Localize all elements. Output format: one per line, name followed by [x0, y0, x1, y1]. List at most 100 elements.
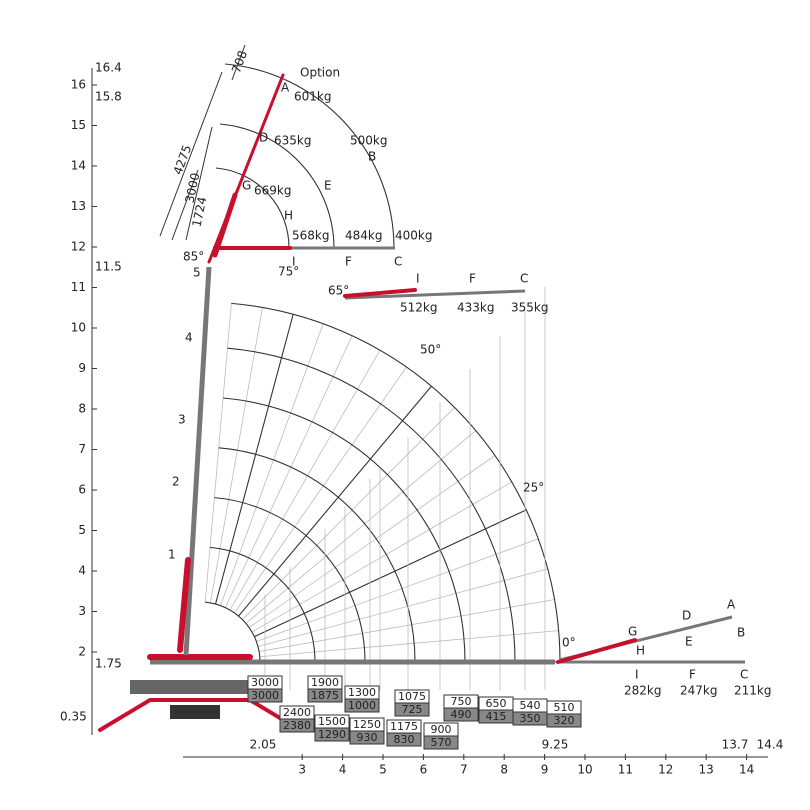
radial [245, 430, 477, 624]
section: 5 [193, 266, 201, 280]
load-top: 2400 [283, 706, 311, 719]
y-tick-label: 13 [71, 199, 86, 213]
y-tick-label: 4 [78, 564, 86, 578]
x-tick-label: 7 [460, 763, 468, 777]
angle: 0° [562, 636, 576, 650]
radial [234, 366, 407, 614]
jib-point: G [242, 179, 251, 193]
jib-point: F [689, 668, 696, 682]
radial [220, 323, 324, 606]
jib-point: B [368, 150, 376, 164]
box-bottom [394, 702, 430, 717]
x-tick-label: 4 [339, 763, 347, 777]
x-tick-label: 6 [420, 763, 428, 777]
box-bottom [443, 707, 479, 722]
x-special: 9.25 [542, 738, 569, 752]
load-bottom: 830 [394, 733, 415, 746]
section: 4 [185, 331, 193, 345]
angle: 25° [523, 481, 544, 495]
angle: 85° [183, 250, 204, 264]
x-tick-label: 9 [541, 763, 549, 777]
section: 3 [178, 413, 186, 427]
range-arc [223, 397, 466, 663]
load-top: 1075 [398, 690, 426, 703]
load-top: 1300 [348, 686, 376, 699]
box-bottom [307, 688, 343, 703]
jib-load: 601kg [294, 90, 331, 104]
jib-0-red [556, 638, 637, 664]
box-bottom [423, 735, 459, 750]
radial [204, 303, 232, 603]
range-arc [227, 347, 516, 663]
jib-load: 512kg [400, 301, 437, 315]
jib-point: F [469, 272, 476, 286]
load-bottom: 415 [486, 710, 507, 723]
box-bottom [344, 698, 380, 713]
load-top: 1500 [318, 715, 346, 728]
angle: 50° [420, 343, 441, 357]
box-bottom [349, 730, 385, 745]
dimension: 1724 [189, 196, 209, 229]
angle: 65° [328, 284, 349, 298]
jib-load: 400kg [395, 229, 432, 243]
load-top: 650 [486, 697, 507, 710]
dimension: 4275 [171, 143, 195, 176]
range-arc [209, 546, 316, 663]
jib-point: C [740, 668, 748, 682]
jib-point: C [520, 272, 528, 286]
jib-point: C [394, 255, 402, 269]
jib-point: E [324, 179, 332, 193]
jib-point: B [737, 626, 745, 640]
load-bottom: 570 [431, 736, 452, 749]
jib-point: H [284, 209, 293, 223]
load-bottom: 930 [357, 731, 378, 744]
jib-point: G [628, 625, 637, 639]
x-tick-label: 11 [618, 763, 633, 777]
jib-point: D [682, 609, 691, 623]
boom-red [177, 557, 191, 653]
x-tick-label: 13 [699, 763, 714, 777]
jib-load: 484kg [345, 229, 382, 243]
jib-load: 282kg [624, 684, 661, 698]
x-tick-label: 3 [298, 763, 306, 777]
box-bottom [386, 732, 422, 747]
jib-point: I [416, 272, 420, 286]
tracks [170, 705, 220, 719]
x-special: 2.05 [250, 738, 277, 752]
y-tick-label: 8 [78, 402, 86, 416]
jib-load: 433kg [457, 301, 494, 315]
jib-arc [215, 167, 290, 249]
angle: 75° [278, 265, 299, 279]
range-arc [218, 447, 416, 663]
radial [224, 335, 353, 608]
jib-point: F [345, 255, 352, 269]
y-special: 15.8 [95, 90, 122, 104]
y-tick-label: 11 [71, 280, 86, 294]
radial [210, 307, 263, 603]
section: 1 [168, 548, 176, 562]
load-top: 1900 [311, 676, 339, 689]
dimension-lines [159, 44, 246, 241]
load-bottom: 2380 [283, 719, 311, 732]
radial [214, 314, 294, 605]
load-bottom: 490 [451, 708, 472, 721]
radial [229, 350, 381, 611]
y-tick-label: 16 [71, 78, 86, 92]
labels: 16.4 15.8 11.5 1.75 0.35 2.05 9.25 13.7 … [60, 49, 783, 777]
dimension: 3000 [182, 172, 202, 205]
jib-point: A [727, 598, 736, 612]
load-top: 3000 [251, 676, 279, 689]
section: 2 [172, 475, 180, 489]
working-range [204, 286, 561, 690]
load-bottom: 1000 [348, 699, 376, 712]
load-bottom: 1875 [311, 689, 339, 702]
box-bottom [279, 718, 315, 733]
range-arc [231, 302, 561, 663]
y-tick-label: 15 [71, 118, 86, 132]
boom-vertical [183, 266, 212, 656]
jib-load: 669kg [254, 184, 291, 198]
y-tick-label: 9 [78, 361, 86, 375]
box-bottom [546, 713, 582, 728]
range-arc [214, 497, 366, 663]
